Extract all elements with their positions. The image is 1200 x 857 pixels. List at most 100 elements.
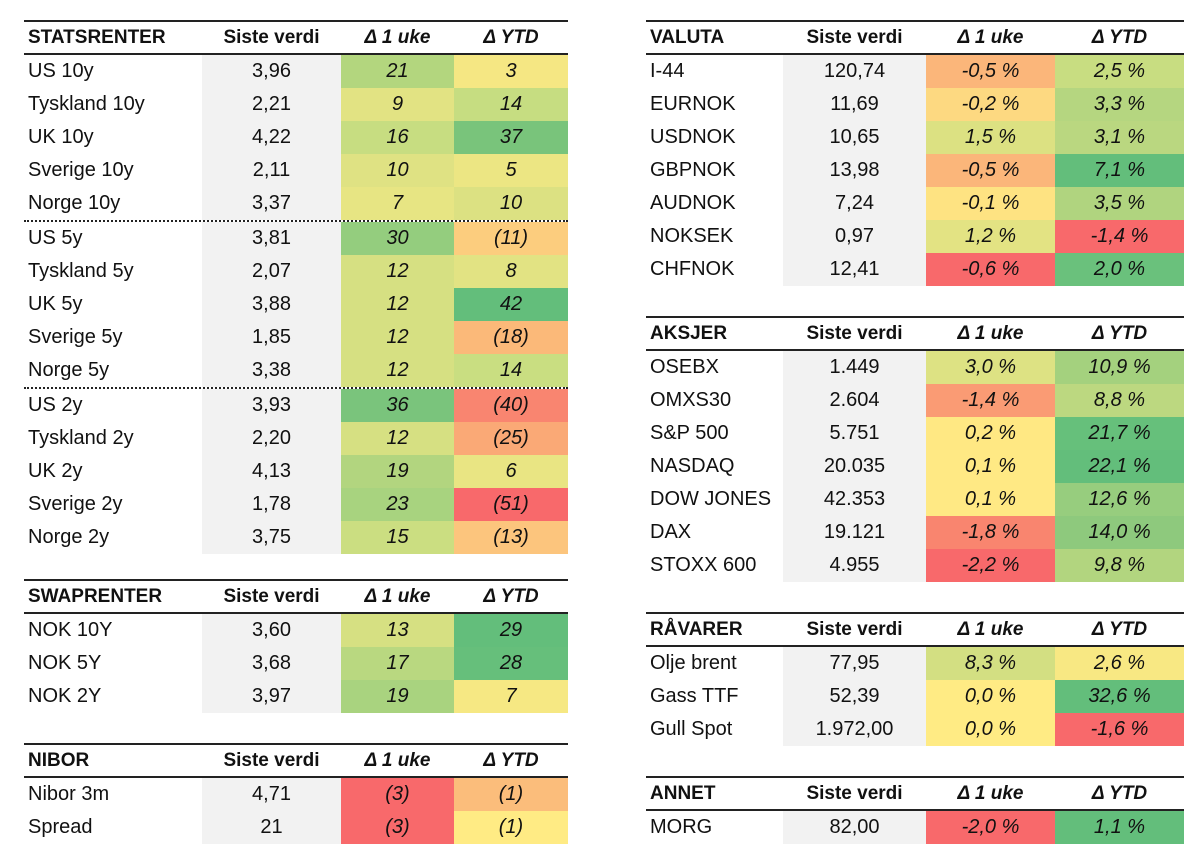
ytd-change: 6 bbox=[454, 455, 568, 488]
week-change: -0,2 % bbox=[926, 88, 1055, 121]
week-change: 16 bbox=[341, 121, 454, 154]
table-swaprenter: SWAPRENTER Siste verdi Δ 1 uke Δ YTD NOK 10Y… bbox=[24, 579, 568, 713]
last-value: 3,97 bbox=[202, 680, 341, 713]
week-change: 12 bbox=[341, 321, 454, 354]
ytd-change: -1,4 % bbox=[1055, 220, 1184, 253]
ytd-change: 2,6 % bbox=[1055, 647, 1184, 680]
last-value: 4,13 bbox=[202, 455, 341, 488]
row-name: Tyskland 10y bbox=[28, 93, 145, 115]
ytd-change: 7 bbox=[454, 680, 568, 713]
section-title: AKSJER bbox=[650, 322, 728, 344]
row-name: Gass TTF bbox=[650, 685, 739, 707]
last-value: 19.121 bbox=[783, 516, 926, 549]
week-change: 12 bbox=[341, 288, 454, 321]
table-header: SWAPRENTER Siste verdi Δ 1 uke Δ YTD bbox=[24, 581, 568, 614]
ytd-change: 22,1 % bbox=[1055, 450, 1184, 483]
table-row: OMXS30 2.604 -1,4 % 8,8 % bbox=[646, 384, 1184, 417]
row-name: CHFNOK bbox=[650, 258, 735, 280]
week-change: 12 bbox=[341, 422, 454, 455]
ytd-change: (18) bbox=[454, 321, 568, 354]
table-row: Norge 10y 3,37 7 10 bbox=[24, 187, 568, 222]
ytd-change: 3,1 % bbox=[1055, 121, 1184, 154]
row-name: NOK 10Y bbox=[28, 619, 113, 641]
ytd-change: 12,6 % bbox=[1055, 483, 1184, 516]
ytd-change: -1,6 % bbox=[1055, 713, 1184, 746]
row-name: DOW JONES bbox=[650, 488, 772, 510]
table-row: DOW JONES 42.353 0,1 % 12,6 % bbox=[646, 483, 1184, 516]
table-valuta: VALUTA Siste verdi Δ 1 uke Δ YTD I-44 120,74-… bbox=[646, 20, 1184, 286]
table-row: MORG 82,00 -2,0 % 1,1 % bbox=[646, 811, 1184, 844]
table-row: NOK 2Y 3,97 19 7 bbox=[24, 680, 568, 713]
table-header: VALUTA Siste verdi Δ 1 uke Δ YTD bbox=[646, 22, 1184, 55]
row-name: Nibor 3m bbox=[28, 783, 110, 805]
week-change: 8,3 % bbox=[926, 647, 1055, 680]
table-row: USDNOK 10,65 1,5 % 3,1 % bbox=[646, 121, 1184, 154]
section-title: RÅVARER bbox=[650, 618, 743, 640]
table-header: STATSRENTER Siste verdi Δ 1 uke Δ YTD bbox=[24, 22, 568, 55]
row-name: NOK 5Y bbox=[28, 652, 102, 674]
week-change: 15 bbox=[341, 521, 454, 554]
week-change: 30 bbox=[341, 222, 454, 255]
ytd-change: 9,8 % bbox=[1055, 549, 1184, 582]
last-value: 42.353 bbox=[783, 483, 926, 516]
column-header-last: Siste verdi bbox=[223, 749, 320, 771]
row-name: UK 10y bbox=[28, 126, 94, 148]
table-body: I-44 120,74 -0,5 % 2,5 % EURNOK 11,69 -0,2 % 3,… bbox=[646, 55, 1184, 286]
last-value: 13,98 bbox=[783, 154, 926, 187]
row-name: Norge 5y bbox=[28, 359, 110, 381]
row-name: Spread bbox=[28, 816, 93, 838]
ytd-change: 32,6 % bbox=[1055, 680, 1184, 713]
last-value: 3,88 bbox=[202, 288, 341, 321]
week-change: 1,2 % bbox=[926, 220, 1055, 253]
table-body: Olje brent 77,95 8,3 % 2,6 % Gass TTF 52,39 0,… bbox=[646, 647, 1184, 746]
week-change: 9 bbox=[341, 88, 454, 121]
table-nibor: NIBOR Siste verdi Δ 1 uke Δ YTD Nibor 3m 4,71… bbox=[24, 743, 568, 844]
table-annet: ANNET Siste verdi Δ 1 uke Δ YTD MORG 82,00 -2,… bbox=[646, 776, 1184, 844]
last-value: 7,24 bbox=[783, 187, 926, 220]
ytd-change: 29 bbox=[454, 614, 568, 647]
row-name: Sverige 5y bbox=[28, 326, 123, 348]
table-row: NASDAQ 20.035 0,1 % 22,1 % bbox=[646, 450, 1184, 483]
row-name: I-44 bbox=[650, 60, 685, 82]
table-row: Norge 2y 3,75 15 (13) bbox=[24, 521, 568, 554]
ytd-change: (1) bbox=[454, 811, 568, 844]
table-row: CHFNOK 12,41 -0,6 % 2,0 % bbox=[646, 253, 1184, 286]
week-change: 10 bbox=[341, 154, 454, 187]
table-body: US 10y 3,96 21 3 Tyskland 10y 2,21 9 14 UK 10y 4,… bbox=[24, 55, 568, 554]
row-name: Sverige 2y bbox=[28, 493, 123, 515]
table-row: US 2y 3,93 36 (40) bbox=[24, 389, 568, 422]
ytd-change: 14 bbox=[454, 354, 568, 387]
table-body: Nibor 3m 4,71 (3) (1) Spread 21 (3) (1) bbox=[24, 778, 568, 844]
table-header: ANNET Siste verdi Δ 1 uke Δ YTD bbox=[646, 778, 1184, 811]
row-name: NASDAQ bbox=[650, 455, 735, 477]
last-value: 0,97 bbox=[783, 220, 926, 253]
ytd-change: (51) bbox=[454, 488, 568, 521]
column-header-week: Δ 1 uke bbox=[957, 618, 1024, 640]
row-name: MORG bbox=[650, 816, 713, 838]
ytd-change: (25) bbox=[454, 422, 568, 455]
table-row: STOXX 600 4.955 -2,2 % 9,8 % bbox=[646, 549, 1184, 582]
week-change: 12 bbox=[341, 354, 454, 387]
table-header: AKSJER Siste verdi Δ 1 uke Δ YTD bbox=[646, 318, 1184, 351]
table-row: Tyskland 10y 2,21 9 14 bbox=[24, 88, 568, 121]
table-body: OSEBX 1.449 3,0 % 10,9 % OMXS30 2.604 -1,4 % 8,… bbox=[646, 351, 1184, 582]
ytd-change: 2,0 % bbox=[1055, 253, 1184, 286]
table-header: RÅVARER Siste verdi Δ 1 uke Δ YTD bbox=[646, 614, 1184, 647]
last-value: 4,71 bbox=[202, 778, 341, 811]
last-value: 3,93 bbox=[202, 389, 341, 422]
last-value: 2.604 bbox=[783, 384, 926, 417]
week-change: -0,5 % bbox=[926, 154, 1055, 187]
week-change: 0,2 % bbox=[926, 417, 1055, 450]
ytd-change: 42 bbox=[454, 288, 568, 321]
row-name: US 2y bbox=[28, 394, 83, 416]
last-value: 77,95 bbox=[783, 647, 926, 680]
week-change: 7 bbox=[341, 187, 454, 220]
ytd-change: 3,5 % bbox=[1055, 187, 1184, 220]
row-name: S&P 500 bbox=[650, 422, 729, 444]
last-value: 120,74 bbox=[783, 55, 926, 88]
last-value: 2,07 bbox=[202, 255, 341, 288]
ytd-change: 5 bbox=[454, 154, 568, 187]
table-row: Sverige 5y 1,85 12 (18) bbox=[24, 321, 568, 354]
section-title: ANNET bbox=[650, 782, 716, 804]
table-row: NOK 5Y 3,68 17 28 bbox=[24, 647, 568, 680]
